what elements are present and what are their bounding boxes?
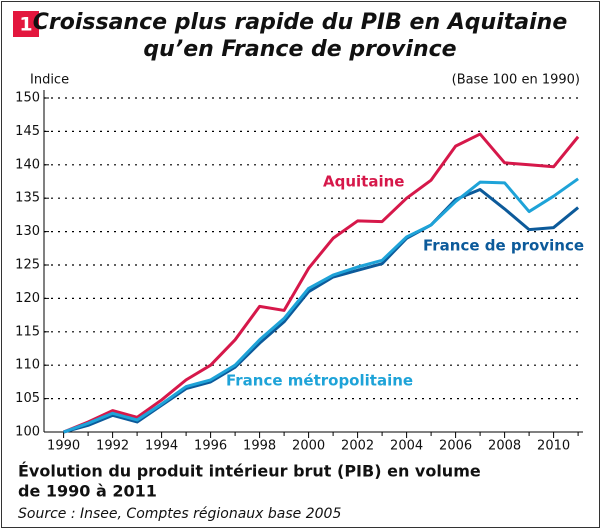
- x-tick-label: 1998: [243, 439, 276, 454]
- y-tick-label: 115: [15, 324, 40, 339]
- y-tick-label: 110: [15, 358, 40, 373]
- y-tick-label: 105: [15, 391, 40, 406]
- badge: 1: [19, 14, 32, 36]
- caption: Évolution du produit intérieur brut (PIB…: [18, 462, 481, 481]
- x-tick-label: 1992: [96, 439, 129, 454]
- chart-title: qu’en France de province: [143, 37, 456, 62]
- note: (Base 100 en 1990): [452, 73, 580, 88]
- x-tick-label: 2008: [488, 439, 521, 454]
- x-tick-label: 1990: [47, 439, 80, 454]
- series-label: France de province: [423, 237, 584, 255]
- x-tick-label: 1994: [145, 439, 178, 454]
- y-tick-label: 125: [15, 258, 40, 273]
- series-line: [63, 177, 579, 434]
- x-tick-label: 2002: [341, 439, 374, 454]
- series-label: Aquitaine: [323, 173, 404, 191]
- y-tick-label: 140: [15, 157, 40, 172]
- x-tick-label: 2006: [439, 439, 472, 454]
- y-tick-label: 130: [15, 224, 40, 239]
- series-label: France métropolitaine: [226, 372, 413, 390]
- source: Source : Insee, Comptes régionaux base 2…: [18, 506, 341, 522]
- x-tick-label: 2004: [390, 439, 423, 454]
- y-tick-label: 100: [15, 425, 40, 440]
- y-tick-label: 150: [15, 91, 40, 106]
- series-line: [63, 132, 580, 434]
- y-tick-label: 145: [15, 124, 40, 139]
- x-tick-label: 2010: [537, 439, 570, 454]
- y-tick-label: 135: [15, 191, 40, 206]
- y-axis-label: Indice: [30, 73, 69, 88]
- caption: de 1990 à 2011: [18, 482, 157, 501]
- x-tick-label: 1996: [194, 439, 227, 454]
- x-tick-label: 2000: [292, 439, 325, 454]
- chart-title: Croissance plus rapide du PIB en Aquitai…: [33, 10, 568, 35]
- badge-box: [13, 11, 39, 37]
- y-tick-label: 120: [15, 291, 40, 306]
